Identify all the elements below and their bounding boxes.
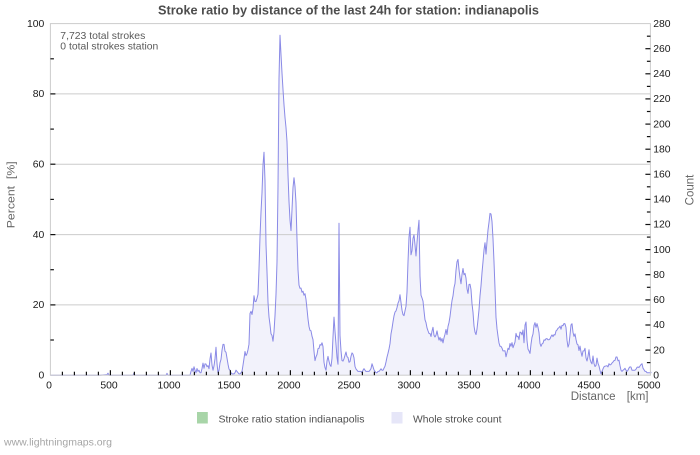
svg-text:www.lightningmaps.org: www.lightningmaps.org: [3, 437, 112, 449]
svg-text:2000: 2000: [277, 380, 300, 391]
svg-text:[km]: [km]: [627, 391, 649, 403]
svg-text:7,723 total strokes: 7,723 total strokes: [60, 31, 145, 42]
svg-text:Percent [%]: Percent [%]: [6, 161, 18, 228]
svg-text:20: 20: [653, 345, 665, 356]
svg-text:3500: 3500: [457, 380, 480, 391]
svg-text:1500: 1500: [217, 380, 240, 391]
svg-text:0: 0: [39, 370, 45, 381]
svg-text:80: 80: [33, 89, 45, 100]
svg-text:Stroke ratio station indianapo: Stroke ratio station indianapolis: [219, 414, 365, 425]
svg-text:3000: 3000: [397, 380, 420, 391]
svg-text:40: 40: [33, 230, 45, 241]
svg-text:4500: 4500: [577, 380, 600, 391]
svg-text:0: 0: [46, 380, 52, 391]
svg-text:60: 60: [653, 295, 665, 306]
svg-text:0: 0: [653, 370, 659, 381]
svg-text:180: 180: [653, 144, 671, 155]
svg-text:Count: Count: [685, 174, 697, 205]
svg-text:500: 500: [100, 380, 118, 391]
svg-text:20: 20: [33, 300, 45, 311]
svg-text:160: 160: [653, 170, 671, 181]
svg-text:260: 260: [653, 44, 671, 55]
svg-text:220: 220: [653, 94, 671, 105]
svg-text:Whole stroke count: Whole stroke count: [413, 414, 502, 425]
svg-text:120: 120: [653, 220, 671, 231]
svg-text:240: 240: [653, 69, 671, 80]
svg-text:5000: 5000: [637, 380, 660, 391]
svg-text:2500: 2500: [337, 380, 360, 391]
svg-text:100: 100: [27, 19, 45, 30]
svg-text:140: 140: [653, 195, 671, 206]
svg-text:80: 80: [653, 270, 665, 281]
svg-text:0 total strokes station: 0 total strokes station: [60, 42, 158, 53]
svg-text:Distance: Distance: [571, 391, 616, 403]
svg-text:1000: 1000: [157, 380, 180, 391]
svg-text:100: 100: [653, 245, 671, 256]
svg-text:200: 200: [653, 119, 671, 130]
svg-text:280: 280: [653, 19, 671, 30]
svg-text:40: 40: [653, 320, 665, 331]
svg-text:4000: 4000: [517, 380, 540, 391]
svg-text:Stroke ratio by distance of th: Stroke ratio by distance of the last 24h…: [158, 4, 539, 18]
svg-text:60: 60: [33, 159, 45, 170]
